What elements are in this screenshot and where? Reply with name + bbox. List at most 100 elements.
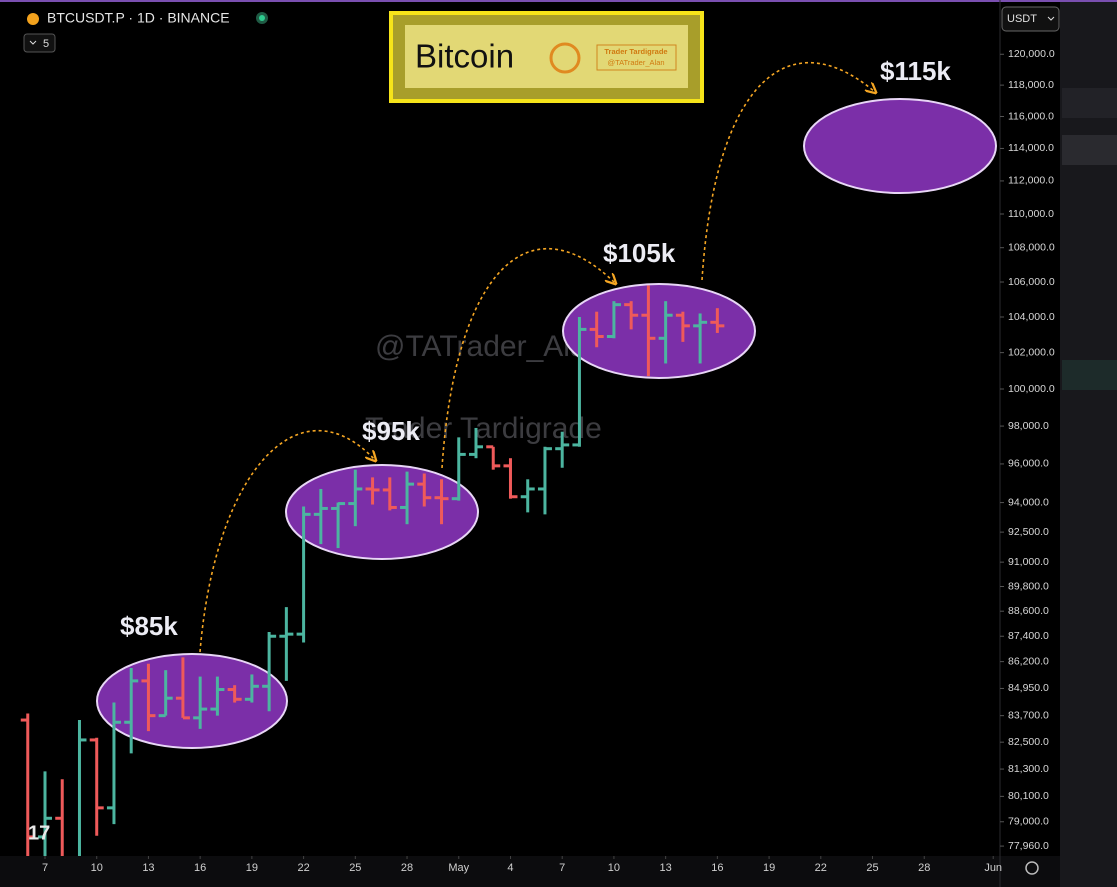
y-tick-label: 84,950.0 [1008, 682, 1049, 694]
y-tick-label: 120,000.0 [1008, 48, 1055, 60]
ohlc-bar [641, 285, 656, 377]
ohlc-bar [520, 479, 535, 513]
y-tick-label: 86,200.0 [1008, 655, 1049, 667]
chevron [1047, 16, 1055, 21]
y-tick-label: 98,000.0 [1008, 420, 1049, 432]
ohlc-bar [710, 308, 725, 333]
x-tick-label: 13 [142, 862, 154, 874]
ohlc-bar [279, 607, 294, 681]
x-tick-label: 10 [91, 862, 103, 874]
y-tick-label: 81,300.0 [1008, 763, 1049, 775]
banner: Bitcoin Trader Tardigrade @TATrader_Alan [389, 11, 704, 103]
ohlc-bar [417, 473, 432, 507]
annotation: $95k [362, 416, 420, 446]
x-tick-label: 28 [401, 862, 413, 874]
highlight-ellipse [96, 653, 288, 749]
y-tick-label: 100,000.0 [1008, 383, 1055, 395]
ohlc-bar [77, 720, 87, 856]
y-tick-label: 82,500.0 [1008, 736, 1049, 748]
ohlc-bar [382, 477, 397, 511]
annotation: $85k [120, 611, 178, 641]
ohlc-bar [486, 445, 501, 470]
interval-badge-text: 5 [43, 38, 49, 50]
banner-logo [549, 42, 581, 74]
x-tick-label: 7 [559, 862, 565, 874]
x-tick-label: 13 [660, 862, 672, 874]
top-border [0, 0, 1117, 2]
ohlc-bar [262, 632, 277, 712]
y-tick-label: 83,700.0 [1008, 709, 1049, 721]
x-tick-label: 7 [42, 862, 48, 874]
ohlc-bar [158, 670, 173, 718]
x-tick-label: 19 [763, 862, 775, 874]
settings-icon[interactable] [1025, 861, 1039, 875]
ohlc-bar [469, 427, 483, 459]
y-tick-label: 79,000.0 [1008, 816, 1049, 828]
ohlc-bar [589, 311, 604, 348]
x-tick-label: 28 [918, 862, 930, 874]
banner-credit: Trader Tardigrade [604, 47, 667, 56]
y-tick-label: 94,000.0 [1008, 496, 1049, 508]
ohlc-bar [503, 458, 518, 499]
y-tick-label: 80,100.0 [1008, 790, 1049, 802]
currency-button[interactable] [1001, 6, 1060, 32]
ohlc-bar [348, 469, 363, 527]
side-block [1062, 88, 1117, 118]
ohlc-bar [451, 437, 466, 501]
y-tick-label: 110,000.0 [1008, 208, 1054, 220]
side-panel [1060, 0, 1117, 887]
ohlc-bar [124, 668, 139, 754]
y-tick-label: 116,000.0 [1008, 110, 1054, 122]
y-tick-label: 92,500.0 [1008, 526, 1049, 538]
y-tick-label: 87,400.0 [1008, 630, 1049, 642]
interval-badge[interactable] [23, 33, 56, 53]
x-tick-label: 4 [507, 862, 513, 874]
highlight-ellipse [285, 464, 479, 560]
y-tick-label: 104,000.0 [1008, 311, 1055, 323]
banner-handle: @TATrader_Alan [607, 58, 664, 67]
ohlc-bar [365, 477, 380, 505]
y-tick-label: 91,000.0 [1008, 556, 1049, 568]
ohlc-bar [658, 301, 673, 364]
ohlc-bar [20, 713, 35, 856]
ohlc-bar [537, 446, 552, 515]
status-dot [259, 15, 265, 21]
x-tick-label: 25 [866, 862, 878, 874]
banner-badge [596, 44, 677, 71]
symbol-icon [27, 13, 39, 25]
x-axis-bar [0, 856, 1060, 887]
x-tick-label: 16 [194, 862, 206, 874]
symbol[interactable]: BTCUSDT.P · 1D · BINANCE [47, 10, 230, 26]
y-tick-label: 114,000.0 [1008, 142, 1054, 154]
ohlc-bar [313, 488, 328, 545]
x-tick-label: 22 [297, 862, 309, 874]
banner-title: Bitcoin [415, 38, 514, 75]
ohlc-bar [141, 663, 156, 732]
currency: USDT [1007, 13, 1037, 25]
ohlc-bar [675, 311, 690, 342]
x-tick-label: 19 [246, 862, 258, 874]
x-tick-label: May [448, 862, 469, 874]
plot-area [20, 285, 725, 856]
ohlc-bar [193, 676, 208, 729]
ohlc-bar [400, 471, 415, 525]
y-tick-label: 77,960.0 [1008, 840, 1049, 852]
arrow [701, 61, 875, 281]
ohlc-bar [296, 506, 311, 643]
ohlc-bar [555, 431, 570, 468]
banner-inner [405, 25, 688, 88]
chevron [29, 40, 37, 45]
x-tick-label: Jun [984, 862, 1002, 874]
ohlc-bar [572, 316, 587, 447]
ohlc-bar [227, 685, 242, 703]
highlight-ellipse [562, 283, 756, 379]
ohlc-bar [38, 771, 52, 856]
annotation: $105k [603, 238, 676, 268]
annotation: $115k [880, 56, 951, 86]
ohlc-bar [106, 702, 121, 825]
x-tick-label: 25 [349, 862, 361, 874]
ohlc-bar [606, 301, 621, 339]
ohlc-bar [89, 737, 104, 836]
